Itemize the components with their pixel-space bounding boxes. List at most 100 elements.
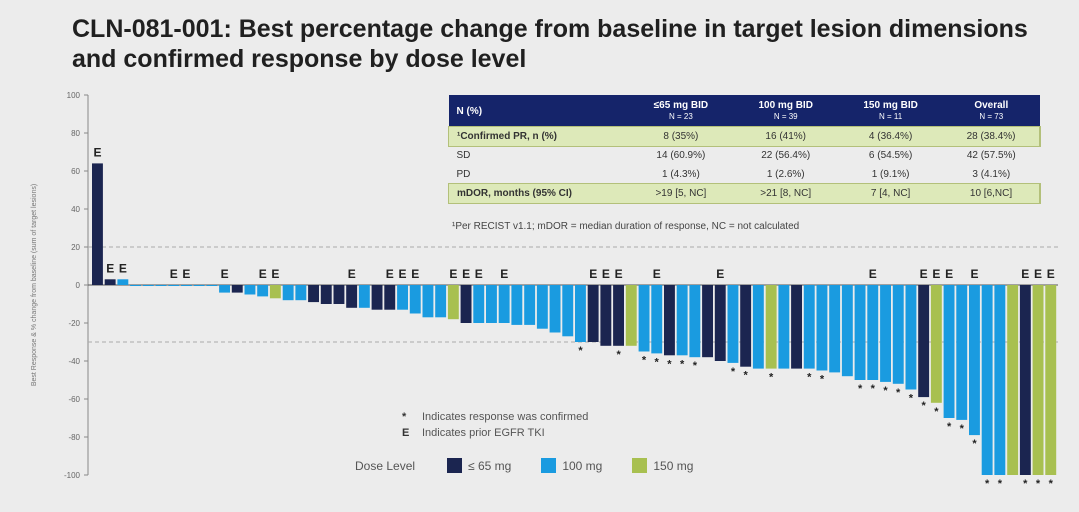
bar [816,285,828,371]
confirmed-marker: * [769,372,774,384]
table-cell: 16 (41%) [733,127,839,146]
confirmed-marker: * [744,370,749,382]
bar [854,285,866,380]
egfr-marker: E [386,267,394,281]
bar [320,285,332,304]
bar [473,285,485,323]
table-cell: 7 [4, NC] [838,184,944,203]
egfr-marker: E [716,267,724,281]
bar [752,285,764,369]
egfr-marker: E [653,267,661,281]
egfr-marker: E [182,267,190,281]
egfr-marker: E [920,267,928,281]
note-text: Indicates response was confirmed [422,411,589,423]
bar [104,279,116,285]
bar [295,285,307,301]
legend-title: Dose Level [355,458,416,473]
table-cell: 28 (38.4%) [943,127,1041,146]
egfr-marker: E [106,261,114,275]
bar [943,285,955,418]
confirmed-marker: * [655,356,660,368]
bar [282,285,294,301]
table-cell: 8 (35%) [628,127,734,146]
bar [689,285,701,358]
legend-label: 150 mg [653,458,694,473]
bar [511,285,523,325]
y-axis-label: Best Response & % change from baseline (… [31,184,38,386]
legend: Dose Level ≤ 65 mg 100 mg 150 mg [355,458,723,473]
confirmed-marker: * [909,393,914,405]
bar [765,285,777,369]
bar [880,285,891,382]
egfr-marker: E [170,267,178,281]
confirmed-marker: * [693,360,698,372]
confirmed-marker: * [1023,478,1028,490]
confirmed-marker: * [820,374,825,386]
bar [193,285,205,286]
note-confirmed: * Indicates response was confirmed [402,409,588,425]
egfr-marker: E [970,267,978,281]
bar [981,285,993,475]
confirmed-marker: * [680,358,685,370]
bar [333,285,345,304]
bar [168,285,180,286]
bar [1045,285,1057,475]
table-cell: 42 (57.5%) [966,150,1016,161]
column-dose: 150 mg BID [863,100,918,111]
egfr-marker: E [602,267,610,281]
bar [244,285,256,295]
bar [549,285,561,333]
confirmed-marker: * [642,355,647,367]
bar [664,285,675,356]
table-cell: 4 (36.4%) [838,127,944,146]
confirmed-marker: * [871,383,876,395]
y-tick-label: -80 [68,433,80,442]
bar [486,285,497,323]
table-cell: >19 [5, NC] [628,184,734,203]
confirmed-marker: * [667,358,672,370]
bar [219,285,230,293]
bar [892,285,904,384]
egfr-marker: E [932,267,940,281]
confirmed-marker: * [858,383,863,395]
bar [727,285,739,363]
column-n: N = 23 [668,112,693,121]
bar [625,285,637,346]
bar [905,285,917,390]
confirmed-marker: * [947,421,952,433]
column-n: N = 73 [979,112,1004,121]
egfr-marker: E [348,267,356,281]
table-cell: 1 (9.1%) [871,169,910,180]
bar [181,285,192,286]
bar [1007,285,1019,475]
egfr-marker: E [500,267,508,281]
bar [206,285,218,286]
egfr-marker: E [589,267,597,281]
egfr-marker: E [615,267,623,281]
legend-label: 100 mg [562,458,603,473]
egfr-marker: E [869,267,877,281]
egfr-marker: E [398,267,406,281]
bar [956,285,968,420]
page-title: CLN-081-001: Best percentage change from… [72,15,1028,73]
bar [384,285,396,310]
column-n: N = 11 [879,112,903,121]
bar [562,285,574,337]
bar [803,285,815,369]
bar [587,285,599,342]
note-symbol: E [402,427,410,439]
note-text: Indicates prior EGFR TKI [422,427,545,439]
confirmed-marker: * [807,372,812,384]
chart-notes: * Indicates response was confirmed E Indic… [402,409,588,441]
bar [829,285,841,373]
y-tick-label: 20 [71,243,80,252]
y-tick-label: 100 [67,91,81,100]
legend-swatch [447,458,463,473]
confirmed-marker: * [985,478,990,490]
note-egfr: E Indicates prior EGFR TKI [402,425,588,441]
bar [600,285,612,346]
bar [575,285,586,342]
legend-label: ≤ 65 mg [468,458,512,473]
